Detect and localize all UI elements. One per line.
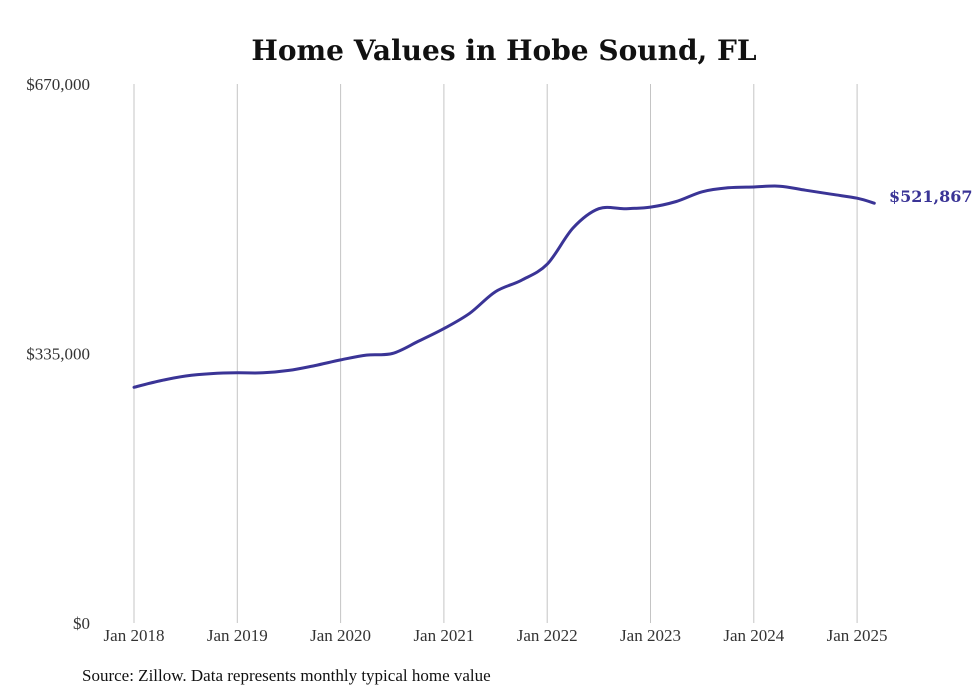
end-value-label: $521,867 [889,187,973,206]
series-line [132,184,876,389]
y-tick-label: $0 [73,614,90,633]
x-tick-label: Jan 2024 [723,626,784,645]
x-tick-label: Jan 2022 [517,626,578,645]
x-tick-label: Jan 2020 [310,626,371,645]
y-tick-label: $335,000 [26,345,90,364]
x-tick-label: Jan 2025 [827,626,888,645]
y-tick-label: $670,000 [26,75,90,94]
x-tick-label: Jan 2023 [620,626,681,645]
gridlines [133,84,858,623]
x-tick-label: Jan 2021 [413,626,474,645]
source-note: Source: Zillow. Data represents monthly … [82,666,491,685]
y-axis-ticks: $0 $335,000 $670,000 [26,75,90,633]
x-axis-ticks: Jan 2018 Jan 2019 Jan 2020 Jan 2021 Jan 2022… [104,626,888,645]
chart-title: Home Values in Hobe Sound, FL [251,34,757,67]
x-tick-label: Jan 2018 [104,626,165,645]
x-tick-label: Jan 2019 [207,626,268,645]
